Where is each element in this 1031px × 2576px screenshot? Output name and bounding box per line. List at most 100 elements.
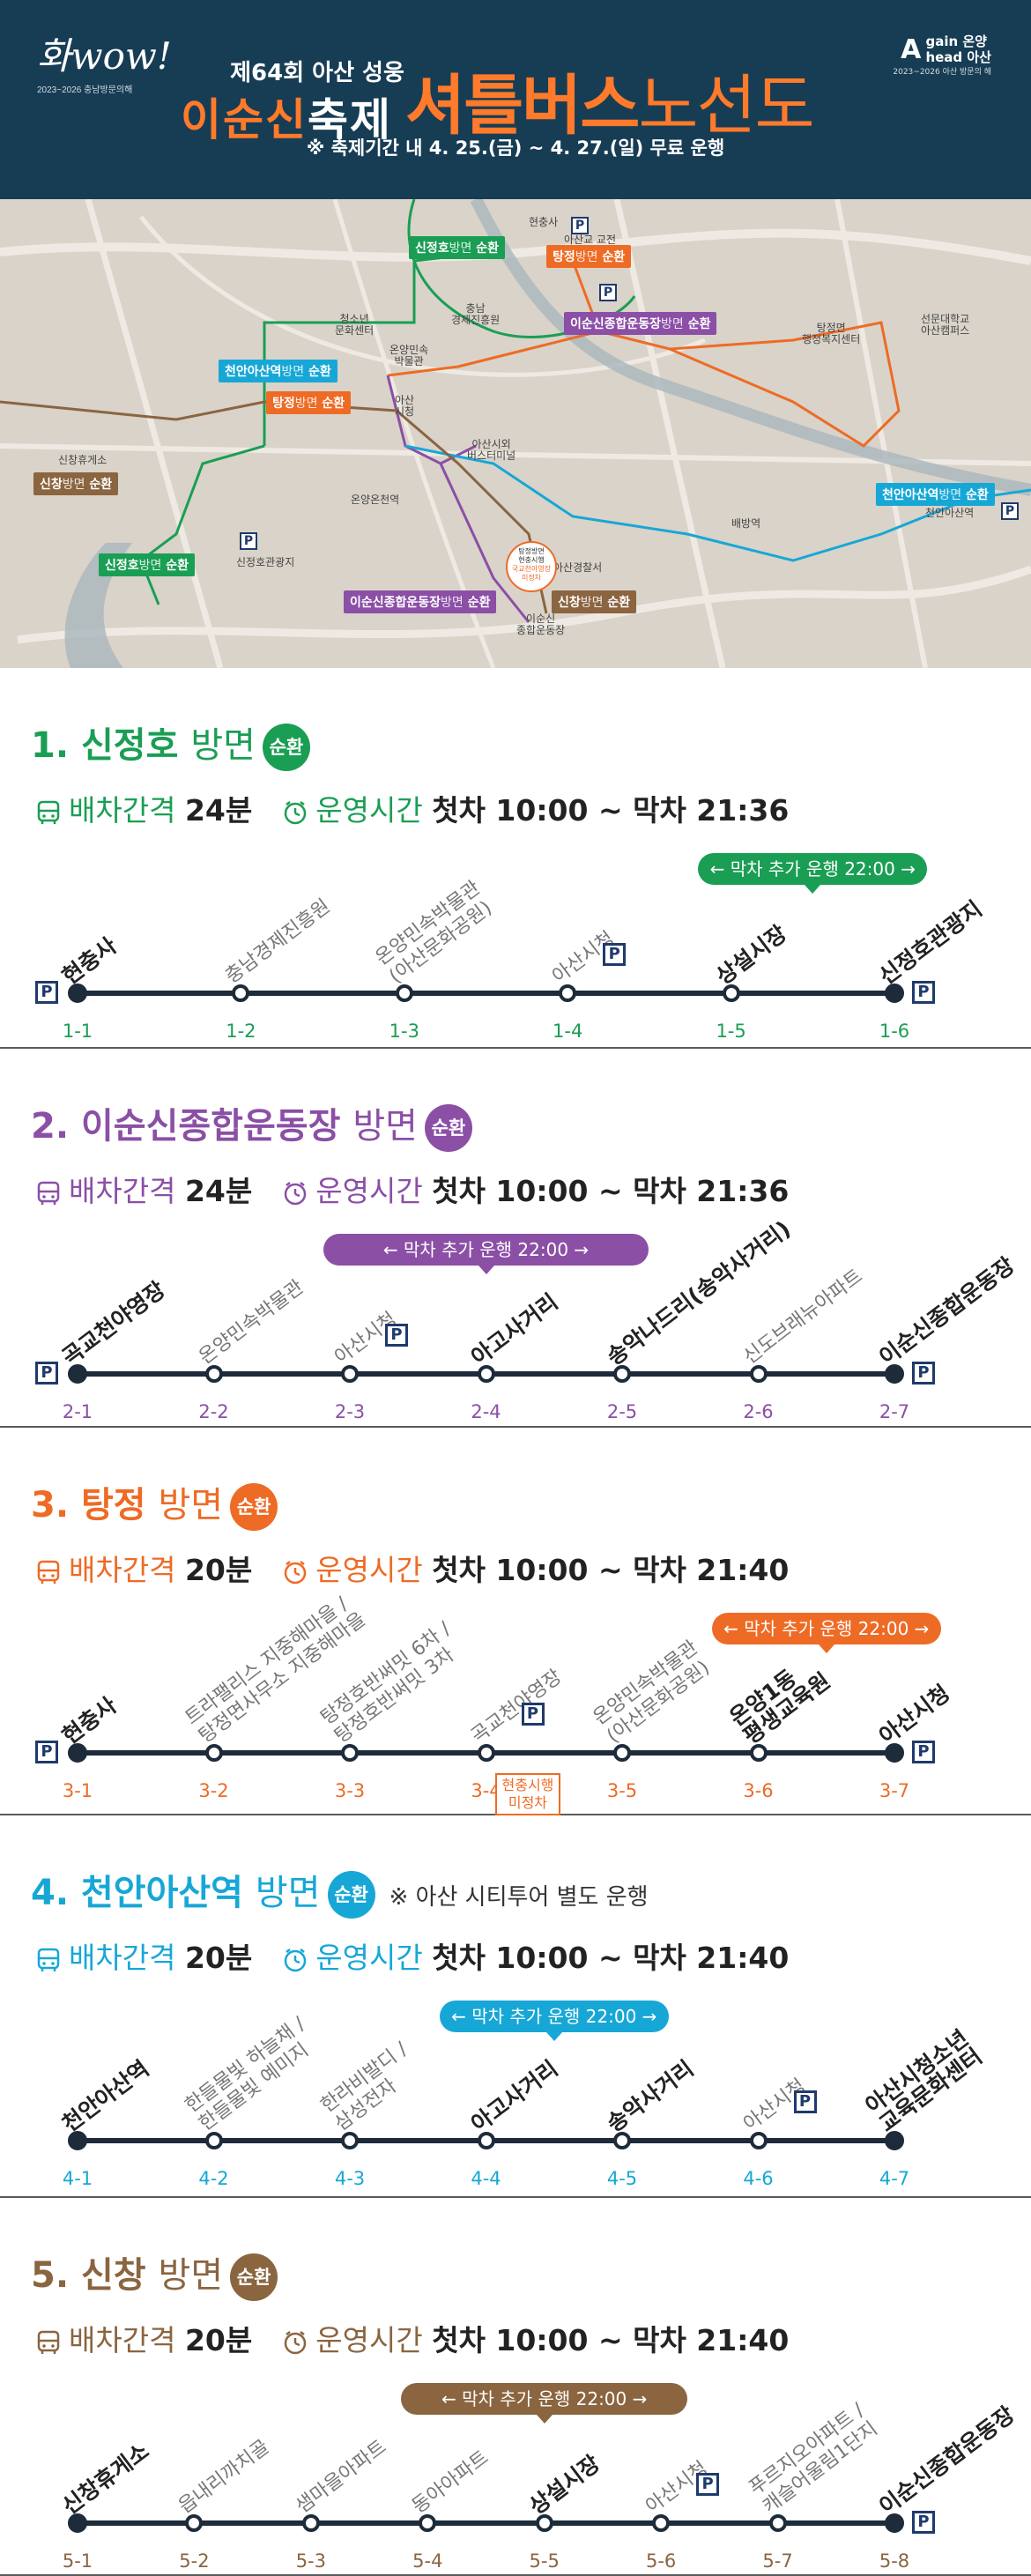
stop-code: 1-2 (226, 1021, 256, 1042)
stop-name: 온양1동 평생교육원 (724, 1664, 834, 1749)
page-title-bold: 셔틀버스 (405, 68, 640, 144)
stop-code: 5-2 (179, 2550, 210, 2572)
stop-code: 3-5 (606, 1780, 638, 1801)
stop-marker (722, 984, 740, 1002)
map-place: 아산 시청 (395, 394, 415, 418)
logo-right-a: A (901, 33, 922, 65)
tag-label: 탕정 (553, 250, 575, 264)
parking-icon: P (1001, 502, 1019, 520)
map-place: 신정호관광지 (236, 556, 295, 568)
late-run-text: ← 막차 추가 운행 22:00 → (709, 858, 916, 880)
logo-right-line2: head 아산 (925, 49, 991, 65)
stop-code: 4-5 (606, 2168, 638, 2189)
map-tag-sports-complex: 이순신종합운동장방면 순환 (564, 312, 717, 335)
edition-title: 제64회 아산 성웅 (230, 60, 404, 86)
stop-code: 3-6 (743, 1780, 774, 1801)
map-place: 신창휴게소 (58, 454, 108, 466)
route-section: 2. 이순신종합운동장 방면 순환 배차간격 24분 운영시간 첫차 10:00 ~ … (0, 1049, 1031, 1428)
stop-code: 3-1 (62, 1780, 93, 1801)
stop-marker (68, 1364, 87, 1384)
stop-marker (204, 1365, 223, 1383)
hours-value: 첫차 10:00 ~ 막차 21:40 (432, 2323, 790, 2357)
stop-code: 2-6 (743, 1401, 774, 1422)
logo-right-words: gain 온양 head 아산 (925, 33, 991, 65)
stop-name: 곡교천야영장 (57, 1276, 170, 1370)
stop-code: 5-8 (879, 2550, 910, 2572)
parking-icon: P (696, 2473, 720, 2496)
route-direction: 방면 (255, 1873, 321, 1913)
route-section: 1. 신정호 방면 순환 배차간격 24분 운영시간 첫차 10:00 ~ 막차 21… (0, 668, 1031, 1049)
late-run-badge: ← 막차 추가 운행 22:00 → (401, 2383, 688, 2424)
tag-dir: 방면 (62, 478, 85, 492)
route-number: 2. (31, 1106, 70, 1147)
page-title: 셔틀버스노선도 (405, 53, 815, 147)
tag-loop: 순환 (476, 241, 500, 256)
stop-marker (68, 2131, 87, 2150)
route-direction: 방면 (158, 2255, 224, 2296)
loop-badge: 순환 (230, 2253, 278, 2301)
map-place: 천안아산역 (925, 507, 975, 519)
stop-marker (749, 2132, 768, 2149)
tag-label: 이순신종합운동장 (570, 317, 662, 331)
stop-marker (885, 1743, 904, 1763)
stop-code: 5-7 (762, 2550, 793, 2572)
stop-marker (559, 984, 577, 1002)
stop-name: 현충사 (57, 1692, 122, 1749)
stop-code: 5-4 (412, 2550, 443, 2572)
parking-icon: P (385, 1324, 408, 1347)
map-tag-sinchang: 신창방면 순환 (33, 472, 119, 495)
stop-name: 신도브래뉴아파트 (738, 1265, 867, 1370)
stop-marker (749, 1744, 768, 1762)
map-place: 탕정면 행정복지센터 (802, 322, 861, 345)
parking-icon: P (793, 2090, 817, 2113)
route-name: 신창 (80, 2255, 146, 2296)
map-place: 현충사 (529, 216, 559, 228)
route-number: 1. (31, 725, 70, 766)
stop-marker (395, 984, 413, 1002)
stop-name: 읍내리까치골 (174, 2436, 274, 2519)
stop-marker (613, 1365, 631, 1383)
stop-code: 5-3 (295, 2550, 326, 2572)
interval-value: 24분 (184, 1174, 253, 1208)
stop-code: 2-4 (471, 1401, 501, 1422)
tag-loop: 순환 (607, 596, 631, 610)
free-service-notice: ※ 축제기간 내 4. 25.(금) ~ 4. 27.(일) 무료 운행 (306, 137, 725, 159)
bus-icon (37, 800, 60, 824)
stop-marker (204, 1744, 223, 1762)
late-run-text: ← 막차 추가 운행 22:00 → (382, 1239, 590, 1260)
route-line (78, 991, 894, 996)
late-run-badge: ← 막차 추가 운행 22:00 → (711, 1613, 941, 1653)
stop-name: 상설시장 (710, 920, 791, 990)
tag-loop: 순환 (308, 365, 331, 379)
logo-left: 화wow! 2023~2026 충남방문의해 (37, 26, 172, 95)
map-roads (0, 199, 1031, 668)
tag-label: 신창 (558, 596, 581, 610)
map-place: 배방역 (731, 517, 761, 530)
tag-loop: 순환 (687, 317, 711, 331)
hours-value: 첫차 10:00 ~ 막차 21:40 (432, 1553, 790, 1587)
route-info: 배차간격 20분 운영시간 첫차 10:00 ~ 막차 21:40 (35, 1934, 789, 1977)
route-direction: 방면 (352, 1106, 418, 1147)
interval-label: 배차간격 (69, 1174, 176, 1208)
stop-code: 3-7 (879, 1780, 910, 1801)
parking-icon: P (240, 532, 257, 550)
map-place: 아산경찰서 (553, 561, 603, 574)
stop-marker (477, 1365, 495, 1383)
stop-name: 아고사거리 (465, 2055, 562, 2137)
stop-marker (232, 984, 250, 1002)
hours-label: 운영시간 (315, 1174, 423, 1208)
map-place: 청소년 문화센터 (335, 313, 375, 337)
route-name: 이순신종합운동장 (80, 1106, 341, 1147)
stop-name: 한라비발디 / 삼성전자 (316, 2038, 412, 2136)
stop-marker (68, 984, 87, 1003)
interval-value: 24분 (184, 793, 253, 828)
late-run-text: ← 막차 추가 운행 22:00 → (441, 2388, 648, 2409)
map-place: 온양민속 박물관 (389, 344, 429, 367)
stop-marker (185, 2514, 204, 2532)
route-number: 5. (31, 2255, 70, 2296)
stop-marker (68, 2513, 87, 2533)
tag-loop: 순환 (166, 559, 189, 573)
logo-left-sub: 2023~2026 충남방문의해 (37, 85, 133, 95)
stop-marker (341, 2132, 359, 2149)
route-map: 현충사 아산교 교전 아영장 충남 경제진흥원 청소년 문화센터 온양민속 박물… (0, 199, 1031, 668)
